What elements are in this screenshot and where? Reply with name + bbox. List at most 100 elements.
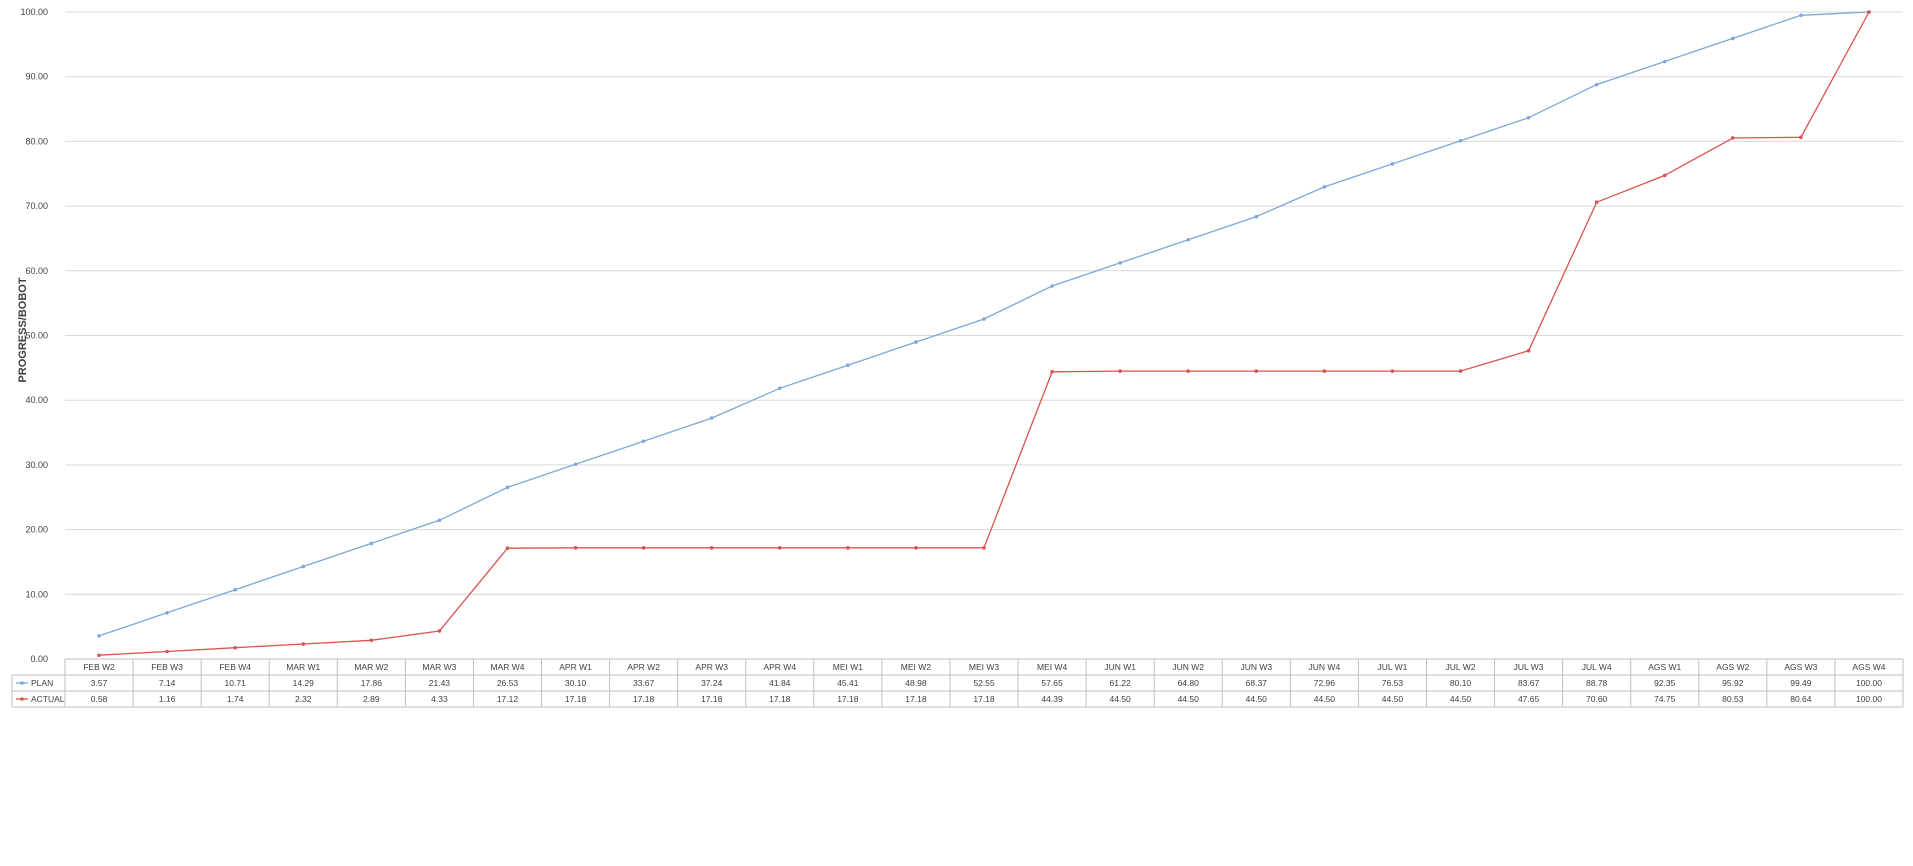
x-tick-label: AGS W3 bbox=[1784, 662, 1817, 672]
data-point-plan bbox=[1662, 59, 1667, 64]
data-label-plan: 33.67 bbox=[633, 678, 655, 688]
data-label-plan: 17.86 bbox=[361, 678, 383, 688]
y-tick-label: 60.00 bbox=[25, 266, 48, 276]
data-label-actual: 80.64 bbox=[1790, 694, 1812, 704]
data-point-actual bbox=[1458, 369, 1463, 373]
x-tick-label: MEI W1 bbox=[833, 662, 863, 672]
x-tick-label: JUL W2 bbox=[1446, 662, 1476, 672]
data-point-actual bbox=[165, 649, 169, 654]
data-point-actual bbox=[1254, 369, 1259, 373]
x-tick-label: JUN W3 bbox=[1240, 662, 1272, 672]
data-label-actual: 17.18 bbox=[905, 694, 927, 704]
data-markers bbox=[97, 10, 1871, 658]
y-tick-label: 80.00 bbox=[25, 136, 48, 146]
data-label-plan: 72.96 bbox=[1314, 678, 1336, 688]
data-label-plan: 61.22 bbox=[1110, 678, 1132, 688]
data-label-actual: 17.18 bbox=[633, 694, 655, 704]
data-point-actual bbox=[1731, 136, 1735, 140]
data-point-actual bbox=[301, 642, 306, 646]
x-tick-label: MAR W3 bbox=[422, 662, 456, 672]
x-tick-label: AGS W1 bbox=[1648, 662, 1681, 672]
data-label-plan: 21.43 bbox=[429, 678, 451, 688]
data-point-plan bbox=[1322, 185, 1327, 189]
data-point-plan bbox=[1050, 284, 1054, 288]
data-point-actual bbox=[97, 653, 101, 658]
data-label-plan: 92.35 bbox=[1654, 678, 1676, 688]
data-point-actual bbox=[1186, 369, 1191, 373]
data-label-plan: 76.53 bbox=[1382, 678, 1404, 688]
y-tick-label: 50.00 bbox=[25, 331, 48, 341]
data-point-actual bbox=[1050, 369, 1054, 374]
x-tick-label: JUL W3 bbox=[1514, 662, 1544, 672]
y-tick-label: 20.00 bbox=[25, 525, 48, 535]
y-axis-label: PROGRESS/BOBOT bbox=[17, 277, 29, 382]
legend-marker-actual bbox=[20, 697, 24, 701]
data-label-actual: 2.32 bbox=[295, 694, 312, 704]
x-tick-label: AGS W4 bbox=[1852, 662, 1885, 672]
data-point-plan bbox=[97, 634, 101, 638]
series-line-plan bbox=[98, 11, 1870, 637]
data-point-actual bbox=[369, 638, 374, 643]
data-point-plan bbox=[1731, 36, 1735, 41]
data-point-actual bbox=[1799, 135, 1803, 140]
data-label-actual: 44.39 bbox=[1041, 694, 1063, 704]
data-point-plan bbox=[914, 340, 918, 344]
data-point-plan bbox=[1186, 237, 1191, 242]
data-label-plan: 64.80 bbox=[1178, 678, 1200, 688]
data-label-actual: 0.58 bbox=[91, 694, 108, 704]
data-label-plan: 41.84 bbox=[769, 678, 791, 688]
data-point-plan bbox=[233, 587, 237, 592]
y-tick-label: 30.00 bbox=[25, 460, 48, 470]
data-label-actual: 17.18 bbox=[837, 694, 859, 704]
data-label-actual: 17.12 bbox=[497, 694, 519, 704]
data-point-plan bbox=[846, 363, 850, 367]
grid-lines bbox=[65, 11, 1903, 660]
data-point-actual bbox=[709, 546, 714, 550]
data-point-plan bbox=[641, 439, 646, 443]
data-point-plan bbox=[301, 564, 306, 569]
series-line-actual bbox=[98, 11, 1870, 656]
data-label-plan: 57.65 bbox=[1041, 678, 1063, 688]
data-point-actual bbox=[505, 546, 510, 551]
data-point-plan bbox=[165, 611, 169, 615]
x-tick-label: MEI W3 bbox=[969, 662, 999, 672]
y-axis-ticks: 0.00 10.00 20.00 30.00 40.00 50.00 60.00 70.00 8… bbox=[20, 7, 48, 664]
data-label-plan: 100.00 bbox=[1856, 678, 1882, 688]
data-point-plan bbox=[1390, 162, 1395, 166]
data-label-plan: 10.71 bbox=[225, 678, 247, 688]
data-label-actual: 100.00 bbox=[1856, 694, 1882, 704]
data-label-plan: 37.24 bbox=[701, 678, 723, 688]
data-point-plan bbox=[505, 485, 510, 490]
x-tick-label: APR W1 bbox=[559, 662, 592, 672]
y-tick-label: 40.00 bbox=[25, 395, 48, 405]
data-point-plan bbox=[1799, 13, 1803, 18]
data-label-actual: 44.50 bbox=[1178, 694, 1200, 704]
data-point-actual bbox=[573, 546, 578, 550]
data-point-actual bbox=[641, 546, 646, 550]
data-label-plan: 83.67 bbox=[1518, 678, 1540, 688]
data-point-actual bbox=[982, 546, 986, 550]
x-tick-label: JUL W4 bbox=[1582, 662, 1612, 672]
y-tick-label: 0.00 bbox=[30, 654, 48, 664]
x-tick-label: APR W4 bbox=[763, 662, 796, 672]
data-label-plan: 30.10 bbox=[565, 678, 587, 688]
data-point-actual bbox=[437, 629, 442, 633]
x-tick-label: JUN W2 bbox=[1172, 662, 1204, 672]
data-label-actual: 17.18 bbox=[769, 694, 791, 704]
x-tick-label: MEI W4 bbox=[1037, 662, 1067, 672]
legend-marker-plan bbox=[20, 681, 24, 685]
data-point-plan bbox=[1254, 214, 1259, 219]
data-point-actual bbox=[1118, 369, 1122, 373]
x-tick-label: APR W3 bbox=[695, 662, 728, 672]
data-label-actual: 17.18 bbox=[565, 694, 587, 704]
legend-entry-actual: ACTUAL bbox=[31, 694, 65, 704]
data-point-plan bbox=[1118, 261, 1122, 265]
data-point-actual bbox=[914, 546, 918, 550]
data-point-plan bbox=[573, 462, 578, 467]
y-tick-label: 10.00 bbox=[25, 589, 48, 599]
data-label-plan: 3.57 bbox=[91, 678, 108, 688]
x-tick-label: MAR W2 bbox=[354, 662, 388, 672]
data-point-plan bbox=[982, 317, 986, 321]
